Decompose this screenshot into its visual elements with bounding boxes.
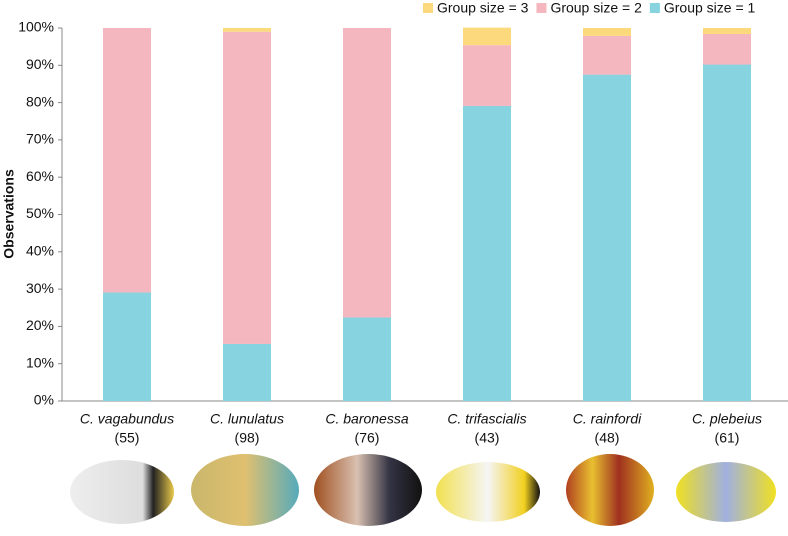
y-tick-label: 60% [26,168,54,184]
y-tick-label: 80% [26,93,54,109]
y-tick-label: 70% [26,131,54,147]
bar-segment [223,28,271,32]
bar-segment [703,64,751,401]
bar-segment [463,45,511,106]
fish-image [676,462,776,522]
legend-label: Group size = 1 [664,0,756,16]
x-tick-label: C. plebeius [692,411,762,427]
sample-size-label: (61) [715,430,740,446]
bar-segment [103,28,151,293]
bar-segment [583,28,631,36]
legend-swatch [536,3,547,13]
y-tick-label: 20% [26,317,54,333]
y-axis-label: Observations [1,169,17,259]
legend-label: Group size = 3 [437,0,529,16]
sample-size-label: (43) [475,430,500,446]
bar-segment [463,105,511,401]
legend-swatch [649,3,660,13]
bar-segment [463,27,511,46]
fish-image [566,454,654,526]
x-tick-label: C. trifascialis [447,411,526,427]
bar-segment [223,31,271,344]
y-tick-label: 40% [26,243,54,259]
y-tick-label: 0% [34,392,54,408]
bar-segment [583,74,631,401]
bar-segment [343,317,391,401]
y-tick-label: 30% [26,280,54,296]
y-tick-label: 50% [26,205,54,221]
fish-image [436,462,540,522]
bar-segment [703,33,751,65]
y-tick-label: 10% [26,354,54,370]
legend-label: Group size = 2 [550,0,642,16]
sample-size-label: (98) [235,430,260,446]
bar-segment [343,28,391,318]
y-tick-label: 100% [18,19,54,35]
x-tick-label: C. vagabundus [80,411,174,427]
y-tick-label: 90% [26,56,54,72]
fish-image [314,454,422,526]
fish-images [70,454,776,526]
bar-segment [103,292,151,401]
bar-segment [223,343,271,401]
fish-image [191,454,299,526]
legend-swatch [423,3,433,13]
fish-image [70,460,174,524]
sample-size-label: (48) [595,430,620,446]
bar-segment [583,35,631,75]
sample-size-label: (55) [115,430,140,446]
x-tick-label: C. baronessa [325,411,408,427]
bar-segment [703,28,751,34]
x-tick-label: C. rainfordi [573,411,642,427]
sample-size-label: (76) [355,430,380,446]
x-tick-label: C. lunulatus [210,411,284,427]
